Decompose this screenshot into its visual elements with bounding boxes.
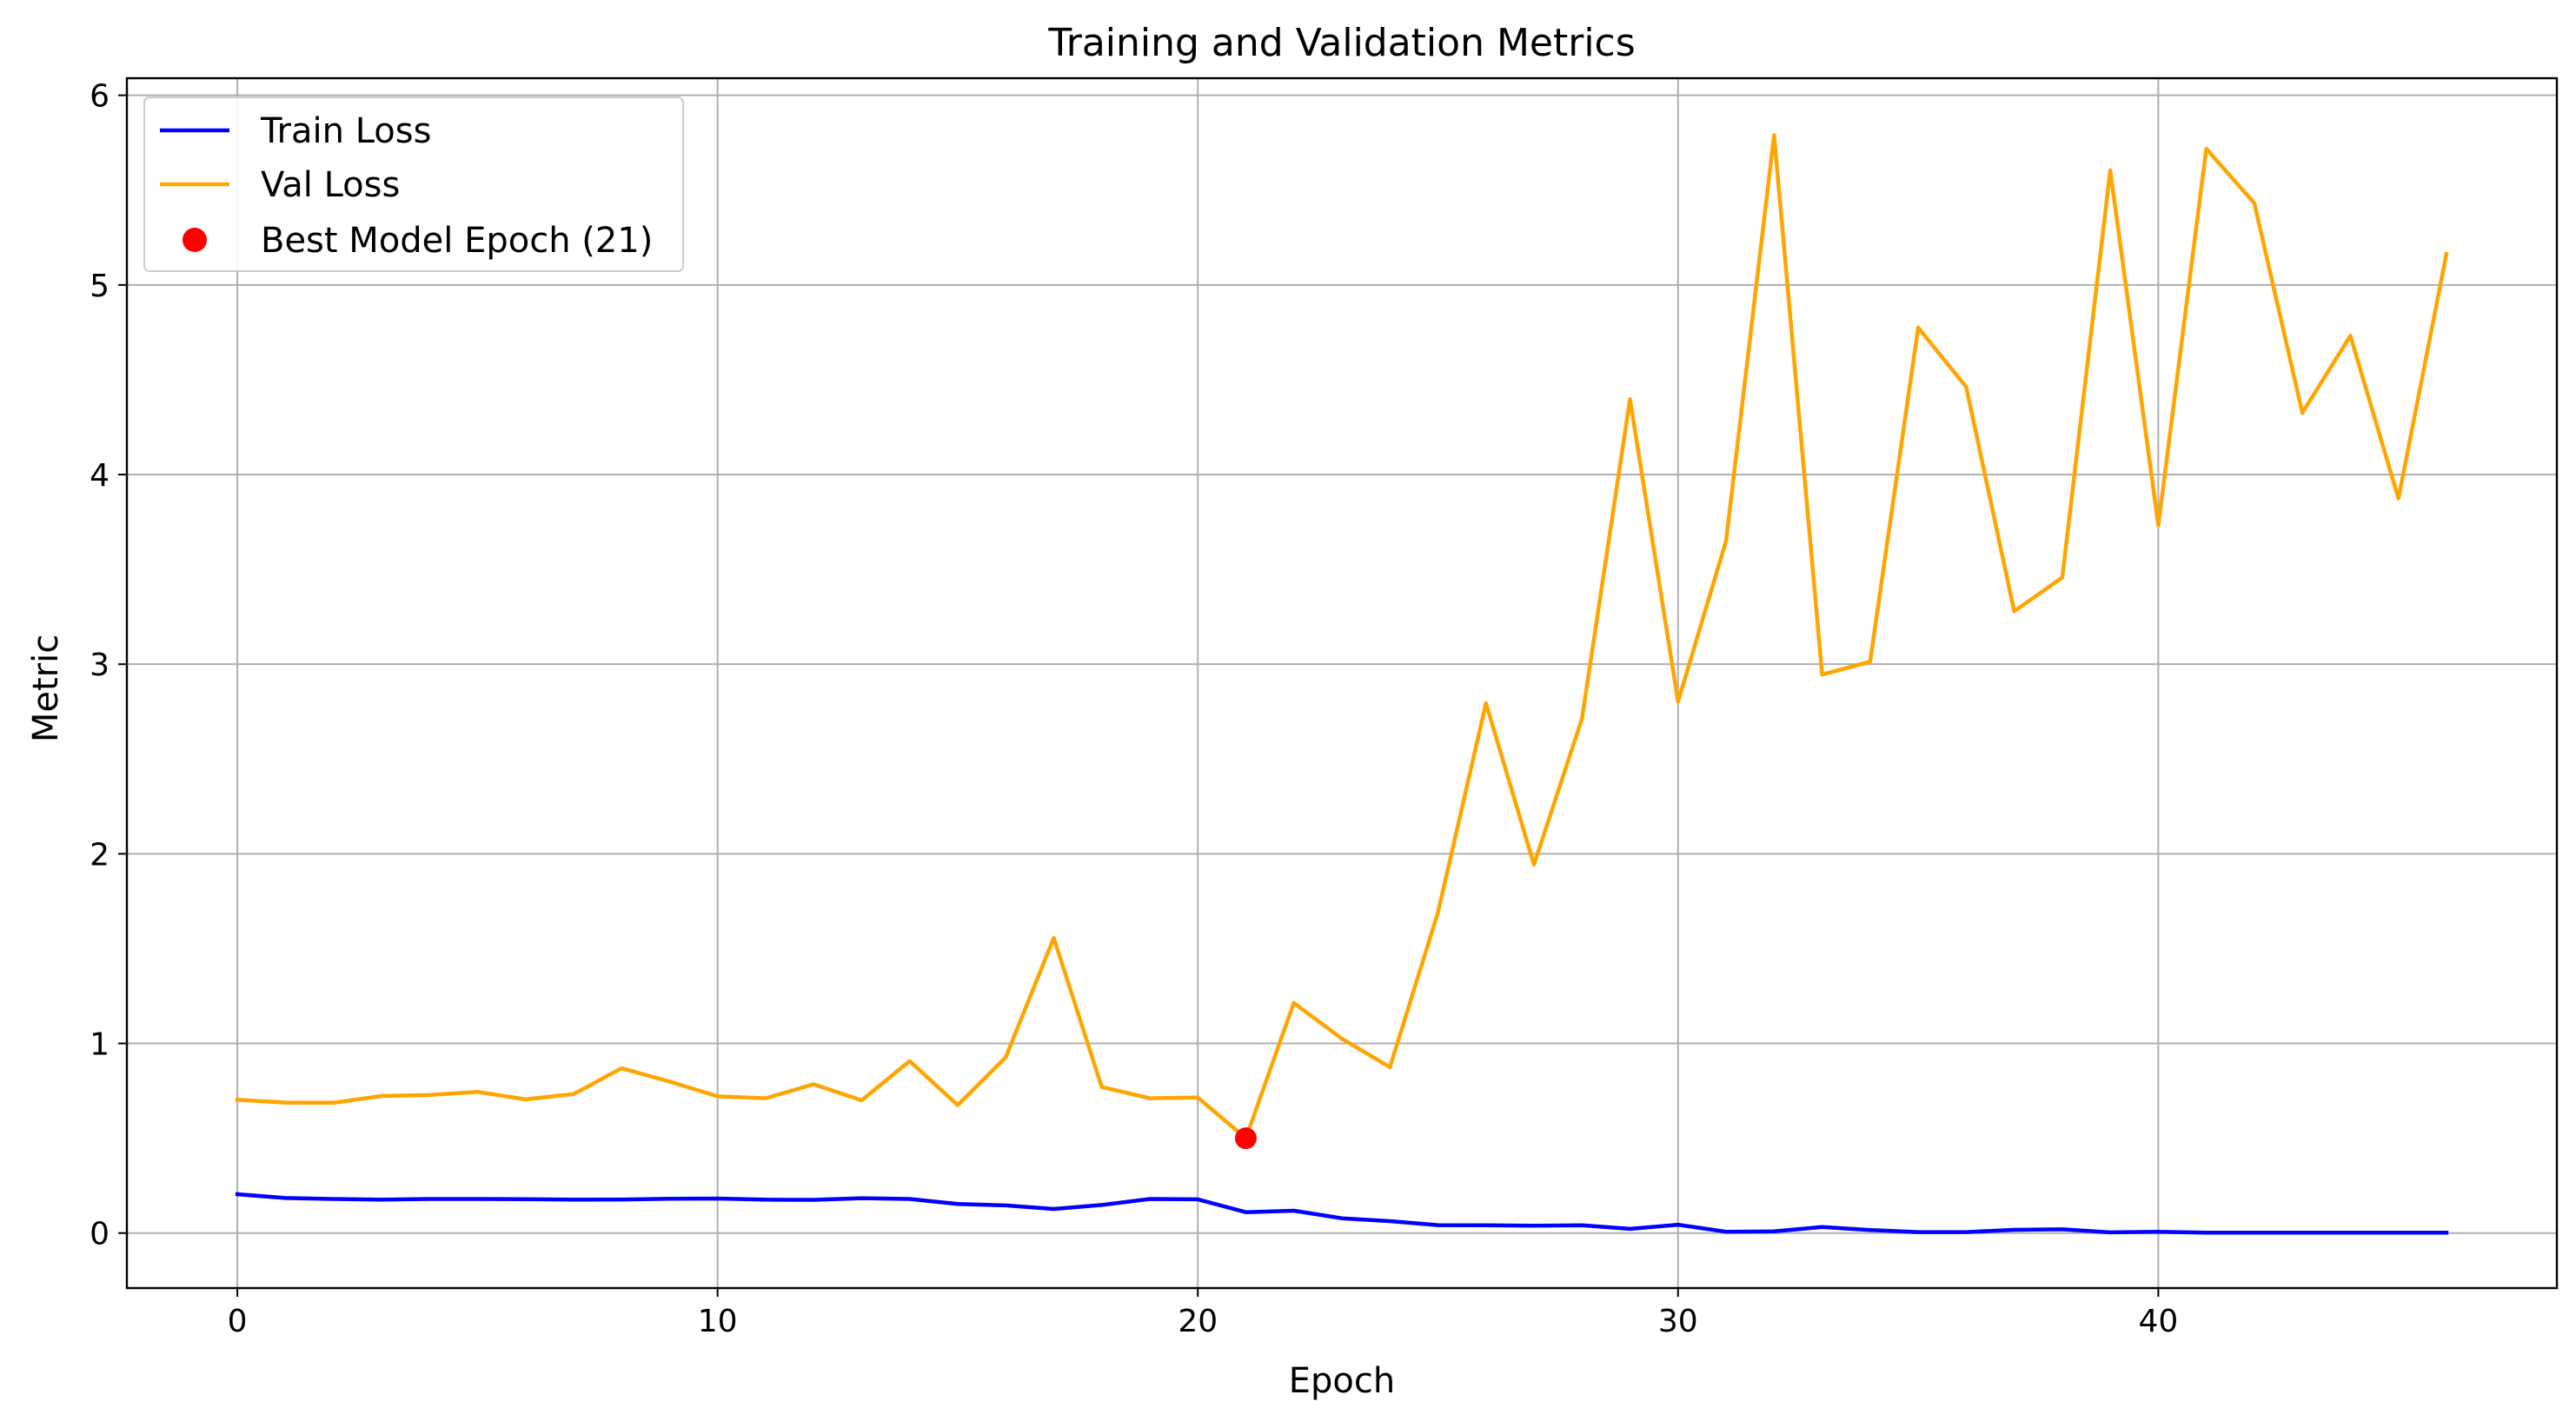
- legend-label-train-loss: Train Loss: [260, 111, 431, 151]
- legend-marker-best-model: [183, 228, 207, 252]
- highlight-layer: [1234, 1127, 1257, 1150]
- y-tick-label: 0: [90, 1217, 110, 1252]
- y-tick-label: 6: [90, 79, 110, 115]
- y-axis-ticks: 0 1 2 3 4 5 6: [90, 79, 127, 1252]
- legend-label-val-loss: Val Loss: [261, 165, 400, 205]
- x-axis-ticks: 0 10 20 30 40: [228, 1288, 2178, 1339]
- y-tick-label: 5: [90, 269, 110, 304]
- chart-title: Training and Validation Metrics: [1047, 21, 1635, 65]
- plot-frame: [125, 76, 2559, 1290]
- series-layer: [235, 133, 2449, 1235]
- series-line-val-loss: [235, 133, 2449, 1140]
- y-tick-label: 2: [90, 837, 110, 873]
- legend-box: [143, 96, 684, 272]
- y-tick-label: 4: [90, 458, 110, 494]
- x-tick-label: 0: [228, 1304, 248, 1339]
- x-tick-label: 10: [698, 1304, 738, 1339]
- legend: Train Loss Val Loss Best Model Epoch (21…: [143, 96, 684, 272]
- x-tick-label: 30: [1658, 1304, 1698, 1339]
- y-tick-label: 3: [90, 648, 110, 683]
- x-tick-label: 20: [1178, 1304, 1218, 1339]
- x-axis-label: Epoch: [1289, 1361, 1395, 1401]
- y-tick-label: 1: [90, 1027, 110, 1063]
- best-model-point: [1234, 1127, 1257, 1150]
- x-tick-label: 40: [2138, 1304, 2178, 1339]
- legend-label-best-model: Best Model Epoch (21): [261, 221, 653, 261]
- series-line-train-loss: [235, 1192, 2449, 1235]
- y-axis-label: Metric: [26, 634, 66, 742]
